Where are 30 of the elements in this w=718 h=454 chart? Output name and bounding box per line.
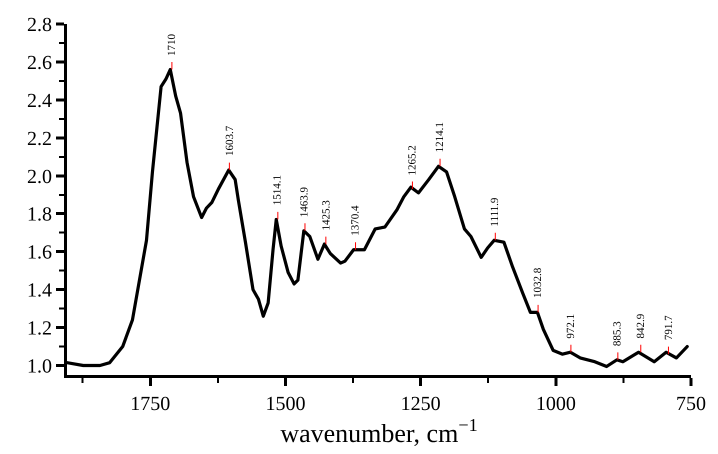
x-tick-label: 1750: [130, 393, 170, 415]
y-tick-label: 1.2: [27, 318, 52, 340]
y-tick-label: 2.8: [27, 14, 52, 36]
y-tick-label: 1.4: [27, 280, 52, 302]
annotation: 885.3: [612, 320, 624, 346]
x-tick-label: 1000: [536, 393, 576, 415]
annotation: 791.7: [662, 314, 675, 340]
annotation: 1032.8: [532, 267, 544, 298]
annotation: 1111.9: [489, 197, 502, 227]
x-tick-label: 750: [676, 393, 706, 415]
y-tick-label: 2.6: [27, 52, 52, 74]
annotation: 1603.7: [224, 125, 236, 156]
y-tick-label: 1.0: [27, 356, 52, 378]
annotation: 1710: [166, 33, 178, 56]
annotation: 1214.1: [434, 122, 446, 152]
x-tick-label: 1500: [265, 393, 306, 415]
annotation: 842.9: [635, 313, 648, 338]
y-tick-label: 2.2: [27, 128, 52, 150]
y-tick-label: 2.4: [27, 90, 52, 112]
y-tick-label: 2.0: [27, 166, 52, 188]
annotation: 1265.2: [406, 145, 418, 176]
annotation: 1370.4: [349, 205, 362, 236]
y-tick-label: 1.8: [27, 204, 52, 226]
x-tick-label: 1250: [400, 393, 441, 415]
annotation: 972.1: [565, 314, 578, 339]
y-tick-label: 1.6: [27, 242, 52, 264]
x-axis-title: wavenumber, cm$^{−1}$: [280, 415, 478, 448]
annotation: 1463.9: [298, 186, 311, 218]
annotation: 1425.3: [320, 200, 332, 230]
annotation: 1514.1: [271, 175, 284, 206]
